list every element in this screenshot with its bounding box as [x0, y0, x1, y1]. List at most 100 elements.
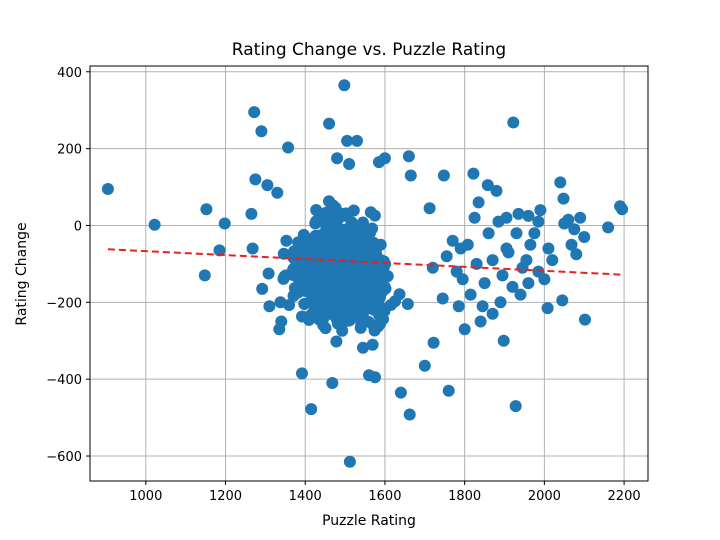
data-point — [401, 298, 414, 310]
data-point — [452, 300, 465, 313]
data-point — [364, 206, 377, 219]
data-point — [283, 299, 296, 311]
data-point — [340, 310, 353, 323]
data-point — [218, 217, 231, 230]
data-point — [249, 173, 262, 186]
data-point — [335, 230, 348, 243]
axis-ticks: 1000 1200 1400 1600 1800 2000 22004002000−200−… — [46, 66, 640, 504]
data-point — [200, 203, 213, 216]
y-tick-label: 0 — [74, 219, 82, 234]
data-point — [353, 236, 365, 249]
data-point — [426, 261, 439, 274]
x-tick-label: 1600 — [368, 489, 401, 504]
data-point — [556, 294, 569, 307]
data-point — [538, 273, 551, 286]
data-point — [542, 242, 555, 255]
data-point — [528, 227, 541, 240]
plot-frame — [89, 65, 649, 482]
data-point — [339, 286, 352, 299]
data-point — [458, 323, 471, 336]
data-point — [310, 204, 323, 216]
data-point — [374, 255, 387, 268]
data-point — [320, 206, 333, 219]
data-point — [554, 176, 567, 189]
data-point — [541, 302, 554, 315]
trend-line — [107, 248, 623, 276]
data-point — [378, 152, 391, 165]
y-tick-label: −200 — [46, 296, 82, 311]
data-point — [486, 307, 499, 320]
chart-title: Rating Change vs. Puzzle Rating — [232, 40, 506, 60]
data-point — [364, 226, 377, 239]
y-tick-label: −600 — [46, 450, 82, 465]
data-point — [361, 264, 374, 277]
data-point — [385, 298, 397, 311]
x-tick-label: 1200 — [209, 489, 242, 504]
data-point — [303, 276, 316, 289]
data-point — [317, 309, 330, 322]
data-point — [315, 275, 327, 288]
data-point — [602, 221, 615, 234]
data-point — [472, 196, 485, 209]
data-point — [486, 254, 499, 267]
x-tick-label: 1000 — [129, 489, 162, 504]
data-point — [478, 277, 491, 290]
data-point — [524, 238, 537, 251]
data-point — [341, 207, 354, 220]
data-points — [101, 79, 629, 468]
data-point — [568, 223, 581, 236]
data-point — [500, 242, 513, 255]
data-point — [418, 359, 431, 372]
data-point — [436, 292, 449, 305]
data-point — [481, 179, 494, 192]
data-point — [347, 256, 360, 269]
data-point — [520, 254, 533, 267]
data-point — [494, 296, 507, 309]
x-tick-label: 2200 — [608, 489, 641, 504]
data-point — [461, 238, 474, 251]
data-point — [476, 300, 489, 313]
data-point — [323, 220, 336, 233]
data-point — [427, 336, 440, 349]
data-point — [279, 269, 292, 282]
data-point — [512, 207, 525, 220]
data-point — [330, 335, 343, 348]
data-point — [437, 169, 450, 182]
data-point — [366, 338, 379, 351]
y-tick-label: 200 — [57, 143, 82, 158]
data-point — [514, 288, 527, 301]
data-point — [280, 234, 293, 247]
data-point — [292, 258, 304, 271]
data-point — [262, 267, 275, 280]
x-tick-label: 1800 — [448, 489, 481, 504]
data-point — [497, 334, 510, 347]
data-point — [507, 116, 520, 129]
data-point — [356, 216, 369, 229]
data-point — [496, 269, 509, 282]
y-tick-label: −400 — [46, 373, 82, 388]
data-point — [557, 192, 570, 205]
data-point — [532, 215, 545, 228]
data-point — [341, 134, 354, 147]
data-point — [490, 184, 503, 197]
data-point — [534, 204, 547, 217]
data-point — [255, 125, 268, 138]
x-axis-label: Puzzle Rating — [322, 513, 416, 529]
data-point — [323, 195, 335, 208]
data-point — [357, 341, 369, 354]
data-point — [351, 134, 363, 147]
data-point — [546, 254, 559, 267]
data-point — [510, 227, 523, 240]
data-point — [148, 218, 161, 231]
data-point — [565, 238, 578, 251]
data-point — [343, 158, 356, 170]
data-point — [198, 269, 211, 282]
data-point — [423, 202, 436, 215]
data-point — [356, 307, 368, 320]
data-point — [522, 277, 535, 290]
data-point — [467, 167, 480, 180]
data-point — [296, 367, 308, 380]
data-point — [323, 117, 336, 130]
data-point — [246, 242, 259, 255]
